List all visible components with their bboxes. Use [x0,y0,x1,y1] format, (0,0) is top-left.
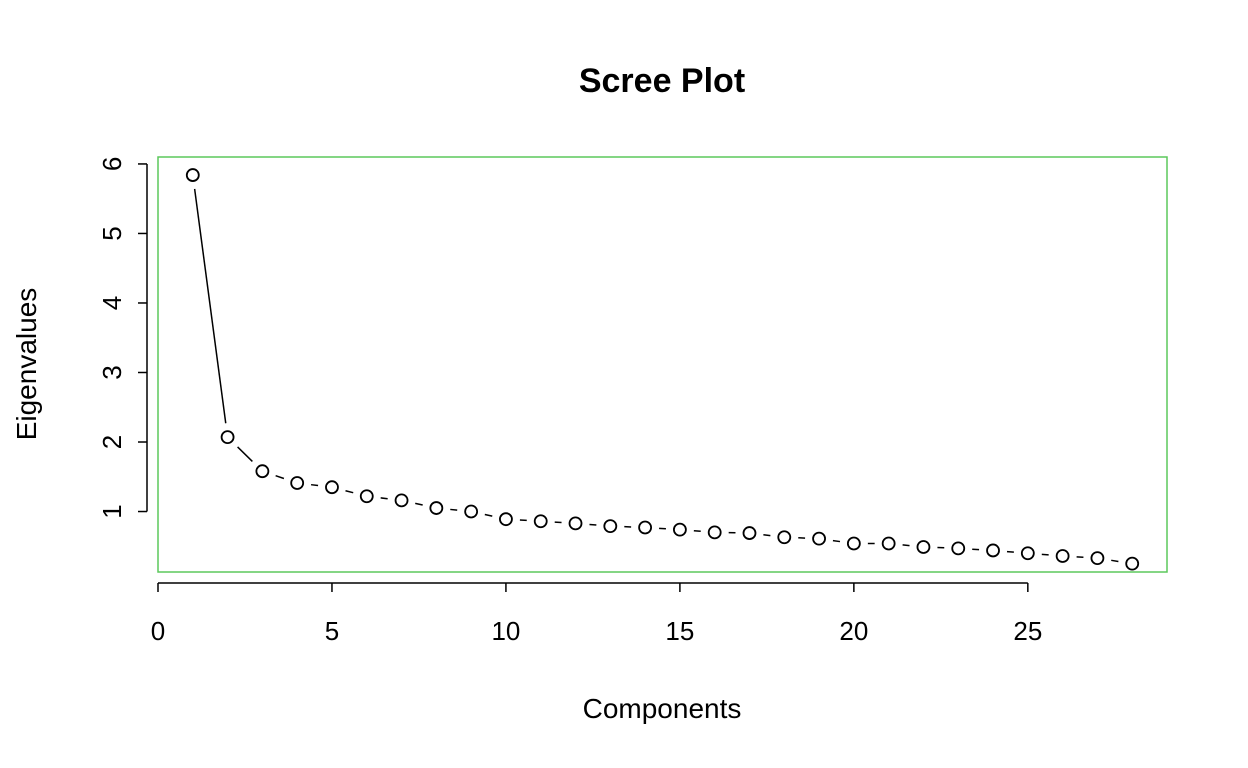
data-point [185,168,200,182]
series-segment [1006,550,1014,553]
data-point [986,543,1000,558]
data-point [812,531,826,546]
data-point [777,530,792,545]
x-axis-label: Components [583,693,742,724]
series-segment [1111,559,1119,563]
y-tick-label: 4 [97,296,127,310]
data-point [603,519,618,534]
data-point [359,489,374,504]
x-tick-label: 0 [151,616,165,646]
series-segment [275,474,285,480]
series-segment [589,523,597,526]
y-tick-label: 5 [97,226,127,240]
data-point [1055,549,1070,563]
y-tick-label: 1 [97,504,127,518]
y-axis-label: Eigenvalues [11,288,42,441]
y-tick-label: 3 [97,365,127,379]
data-point [568,516,583,531]
y-tick-label: 6 [97,157,127,171]
series-segment [237,446,253,462]
series-line [193,188,1119,563]
data-point [638,520,653,535]
series-points [185,168,1140,571]
data-point [533,514,548,529]
data-point [1125,556,1140,571]
series-segment [763,533,771,537]
series-segment [345,489,354,494]
x-tick-label: 10 [491,616,520,646]
series-segment [310,483,319,487]
x-tick-label: 5 [325,616,339,646]
data-point [846,536,861,551]
data-point [1020,546,1035,561]
x-tick-label: 15 [665,616,694,646]
data-point [742,526,757,540]
data-point [951,541,966,556]
data-point [916,540,931,554]
data-point [881,536,896,551]
data-point [672,522,687,537]
x-tick-label: 25 [1013,616,1042,646]
series-segment [415,502,423,506]
data-point [290,476,305,490]
series-segment [693,529,701,533]
series-segment [902,544,910,547]
series-segment [832,539,841,543]
data-point [429,501,444,515]
data-point [394,493,409,508]
data-point [220,430,235,445]
data-point [255,464,270,479]
x-tick-label: 20 [839,616,868,646]
data-point [707,525,722,540]
series-segment [193,188,227,424]
data-point [1090,551,1105,565]
y-tick-label: 2 [97,435,127,449]
data-point [499,512,513,527]
data-point [464,504,479,519]
chart-title: Scree Plot [579,62,745,100]
series-segment [1041,553,1049,556]
series-segment [450,508,458,511]
y-axis: 1 2 3 4 5 6 [97,157,148,519]
series-segment [380,497,388,500]
series-segment [484,513,493,517]
x-axis: 0 5 10 15 20 25 [151,582,1042,646]
data-point [325,480,339,495]
plot-box [157,156,1168,573]
